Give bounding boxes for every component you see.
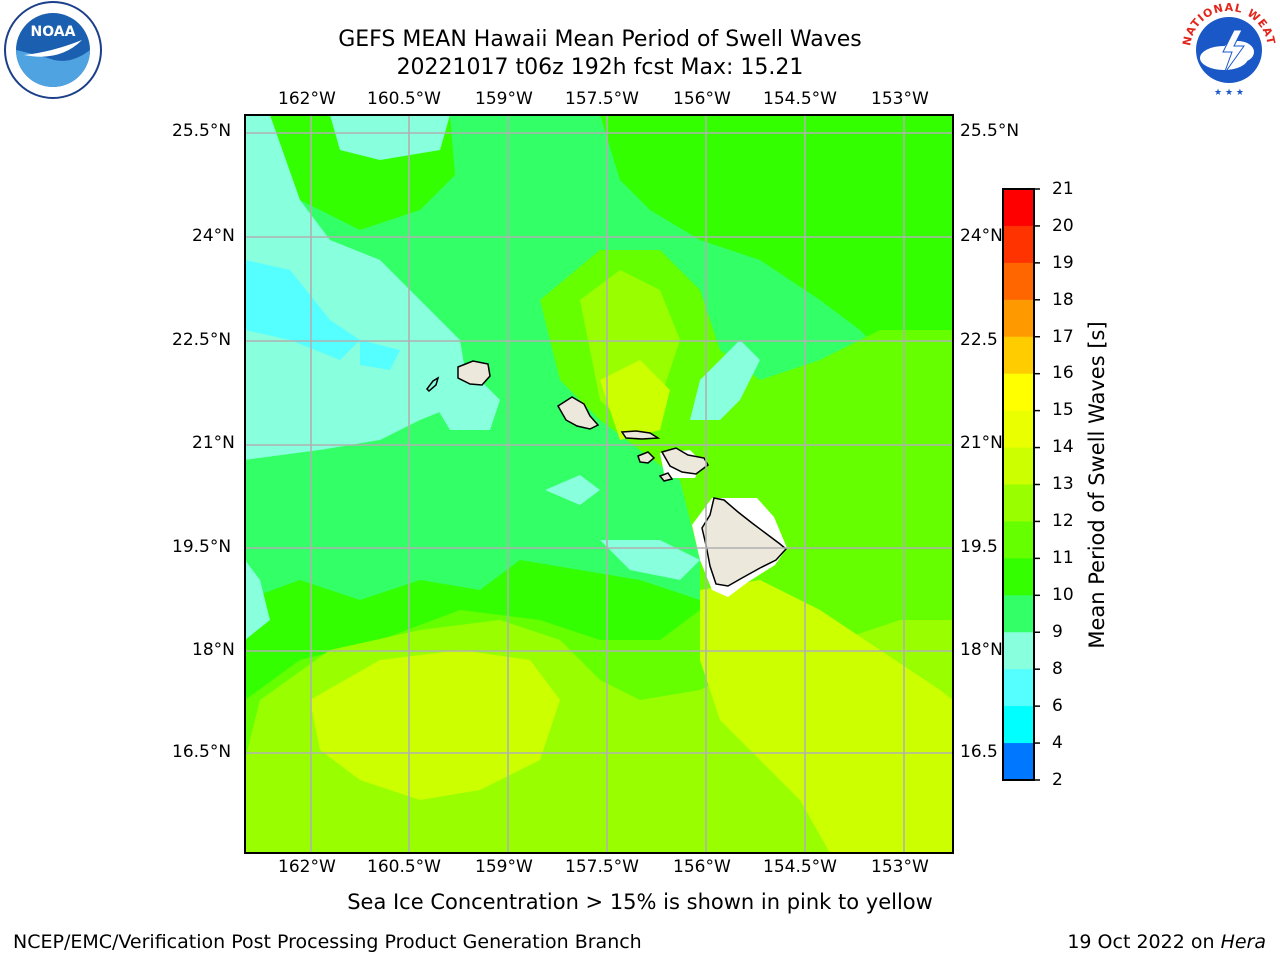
lon-label-top: 154.5°W	[763, 89, 837, 109]
colorbar-tick: 16	[1052, 363, 1074, 383]
chart-subtitle: 20221017 t06z 192h fcst Max: 15.21	[396, 55, 804, 80]
chart-title: GEFS MEAN Hawaii Mean Period of Swell Wa…	[338, 27, 862, 52]
swell-period-field	[245, 115, 953, 853]
colorbar-swatch	[1003, 521, 1034, 559]
map-gridlines	[245, 115, 953, 853]
hawaiian-islands	[426, 360, 788, 587]
colorbar-swatch	[1003, 189, 1034, 227]
lon-label-top: 159°W	[475, 89, 533, 109]
island-kauai	[457, 360, 491, 386]
colorbar-swatch	[1003, 447, 1034, 485]
lat-label-right: 16.5	[960, 742, 998, 762]
footer-date-text: 19 Oct 2022 on	[1067, 931, 1221, 953]
colorbar-swatch	[1003, 225, 1034, 264]
colorbar-swatch	[1003, 336, 1034, 375]
colorbar-swatch	[1003, 632, 1034, 670]
lat-label-left: 18°N	[192, 640, 235, 660]
colorbar-tick: 12	[1052, 511, 1074, 531]
colorbar-tick: 18	[1052, 290, 1074, 310]
lon-label-top: 153°W	[871, 89, 929, 109]
lat-label-right: 19.5	[960, 537, 998, 557]
colorbar-frame	[1002, 188, 1035, 781]
colorbar-tick: 15	[1052, 400, 1074, 420]
lat-label-right: 22.5	[960, 330, 998, 350]
colorbar-swatch	[1003, 299, 1034, 338]
lat-label-left: 19.5°N	[172, 537, 232, 557]
svg-text:★ ★ ★: ★ ★ ★	[1214, 88, 1244, 98]
lon-label-top: 160.5°W	[367, 89, 441, 109]
lon-label-bottom: 157.5°W	[565, 857, 639, 877]
island-molokai	[620, 430, 661, 440]
footer-date: 19 Oct 2022 on Hera	[1067, 931, 1266, 953]
colorbar-tick: 21	[1052, 179, 1074, 199]
lon-label-bottom: 159°W	[475, 857, 533, 877]
lon-label-top: 156°W	[673, 89, 731, 109]
colorbar	[1003, 188, 1040, 781]
colorbar-swatch	[1003, 669, 1034, 707]
footer-credit: NCEP/EMC/Verification Post Processing Pr…	[13, 931, 642, 953]
lon-label-bottom: 156°W	[673, 857, 731, 877]
island-kahoolawe	[658, 472, 674, 482]
lon-label-bottom: 162°W	[278, 857, 336, 877]
lat-label-right: 21°N	[960, 433, 1003, 453]
lon-label-bottom: 153°W	[871, 857, 929, 877]
nws-logo: NATIONAL WEATHER SERVICE ★ ★ ★	[1178, 0, 1277, 98]
colorbar-tick: 11	[1052, 548, 1074, 568]
lat-label-left: 21°N	[192, 433, 235, 453]
lat-label-left: 24°N	[192, 226, 235, 246]
colorbar-swatch	[1003, 706, 1034, 744]
lat-label-right: 24°N	[960, 226, 1003, 246]
colorbar-tick: 4	[1052, 733, 1063, 753]
lat-label-left: 25.5°N	[172, 121, 232, 141]
lat-label-right: 25.5°N	[960, 121, 1020, 141]
colorbar-tick: 9	[1052, 622, 1063, 642]
colorbar-swatch	[1003, 595, 1034, 633]
footer-machine: Hera	[1220, 931, 1266, 953]
island-maui	[660, 447, 709, 475]
island-oahu	[556, 396, 600, 430]
lon-label-bottom: 154.5°W	[763, 857, 837, 877]
svg-text:NOAA: NOAA	[31, 24, 76, 40]
colorbar-tick: 13	[1052, 474, 1074, 494]
island-niihau	[426, 376, 440, 393]
colorbar-tick: 17	[1052, 327, 1074, 347]
sea-ice-caption: Sea Ice Concentration > 15% is shown in …	[347, 890, 933, 914]
island-hawaii	[701, 497, 788, 587]
lon-label-top: 157.5°W	[565, 89, 639, 109]
colorbar-tick: 20	[1052, 216, 1074, 236]
noaa-logo: NOAA	[4, 1, 102, 99]
colorbar-swatch	[1003, 743, 1034, 781]
colorbar-tick: 8	[1052, 659, 1063, 679]
colorbar-tick: 6	[1052, 696, 1063, 716]
colorbar-tick: 19	[1052, 253, 1074, 273]
map-frame	[244, 114, 954, 854]
colorbar-tick: 14	[1052, 437, 1074, 457]
colorbar-tick: 10	[1052, 585, 1074, 605]
colorbar-swatch	[1003, 410, 1034, 449]
colorbar-swatch	[1003, 373, 1034, 412]
lat-label-right: 18°N	[960, 640, 1003, 660]
lon-label-top: 162°W	[278, 89, 336, 109]
colorbar-swatch	[1003, 558, 1034, 596]
lon-label-bottom: 160.5°W	[367, 857, 441, 877]
colorbar-swatch	[1003, 484, 1034, 522]
colorbar-swatch	[1003, 262, 1034, 301]
lat-label-left: 22.5°N	[172, 330, 232, 350]
colorbar-label: Mean Period of Swell Waves [s]	[1085, 321, 1109, 649]
island-lanai	[637, 451, 656, 464]
lat-label-left: 16.5°N	[172, 742, 232, 762]
colorbar-tick: 2	[1052, 770, 1063, 790]
